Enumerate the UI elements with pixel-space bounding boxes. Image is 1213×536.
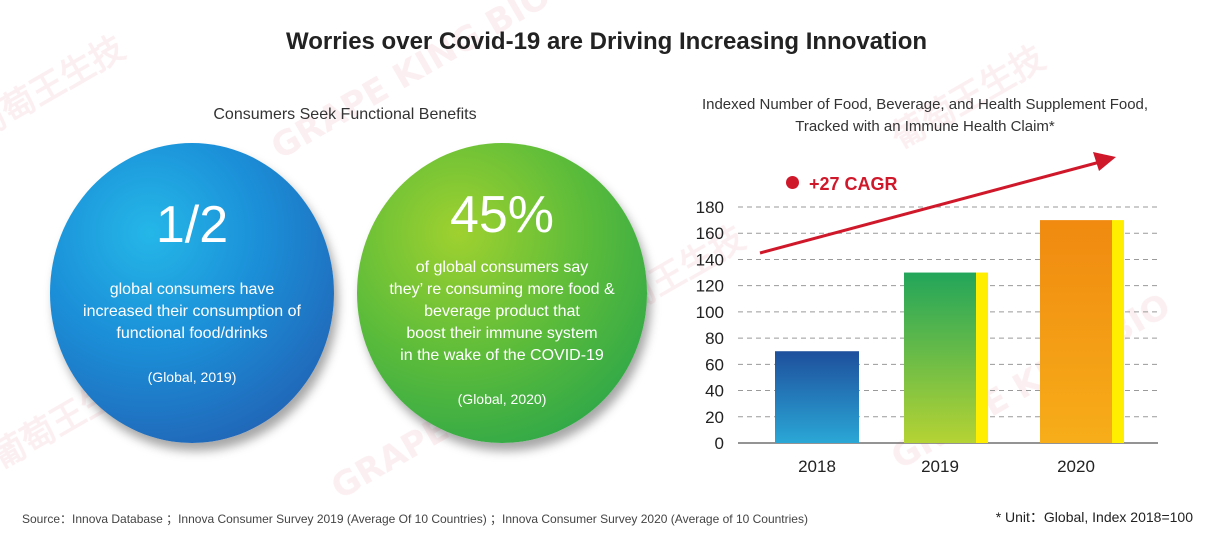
bar-highlight-2019 (976, 272, 988, 443)
bar-2019 (904, 272, 976, 443)
red-dot-icon (786, 176, 799, 189)
cagr-label: +27 CAGR (809, 174, 898, 194)
chart-title-line: Indexed Number of Food, Beverage, and He… (701, 96, 1149, 113)
stat-line: global consumers have (109, 281, 275, 298)
y-tick-label: 20 (705, 408, 724, 427)
y-tick-label: 140 (696, 250, 724, 269)
y-tick-label: 180 (696, 198, 724, 217)
y-tick-label: 0 (715, 434, 724, 453)
unit-note: * Unit：Global, Index 2018=100 (995, 509, 1193, 525)
y-tick-label: 80 (705, 329, 724, 348)
stat-line: they’ re consuming more food & (389, 281, 615, 298)
stat-circle-consumption: 1/2 global consumers have increased thei… (50, 143, 334, 443)
bar-2018 (775, 351, 859, 443)
stat-description: of global consumers say they’ re consumi… (357, 257, 647, 367)
left-panel-title: Consumers Seek Functional Benefits (213, 106, 477, 123)
source-note: Source：Innova Database ；Innova Consumer … (22, 512, 808, 526)
x-tick-label: 2020 (1057, 457, 1095, 476)
stat-line: of global consumers say (415, 259, 589, 276)
stat-line: beverage product that (424, 303, 580, 320)
y-tick-label: 160 (696, 224, 724, 243)
stat-description: global consumers have increased their co… (50, 279, 334, 345)
cagr-annotation: +27 CAGR (786, 174, 898, 195)
stat-circle-immune: 45% of global consumers say they’ re con… (357, 143, 647, 443)
stat-line: in the wake of the COVID-19 (400, 347, 604, 364)
y-tick-label: 40 (705, 382, 724, 401)
stat-line: boost their immune system (406, 325, 598, 342)
page-title: Worries over Covid-19 are Driving Increa… (285, 28, 928, 55)
chart-title: Indexed Number of Food, Beverage, and He… (640, 94, 1210, 138)
arrow-head-icon (1093, 152, 1116, 171)
y-tick-label: 60 (705, 355, 724, 374)
bar-2020 (1040, 220, 1112, 443)
stat-value: 1/2 (155, 196, 229, 254)
stat-line: functional food/drinks (116, 325, 268, 342)
stat-value: 45% (449, 186, 555, 244)
y-tick-label: 120 (696, 277, 724, 296)
stat-line: increased their consumption of (83, 303, 301, 320)
bar-highlight-2020 (1112, 220, 1124, 443)
stat-note: (Global, 2019) (147, 369, 237, 385)
trend-arrow-line (759, 160, 1101, 255)
x-tick-label: 2019 (921, 457, 959, 476)
stat-note: (Global, 2020) (457, 391, 547, 407)
chart-title-line: Tracked with an Immune Health Claim* (795, 118, 1055, 135)
x-tick-label: 2018 (798, 457, 836, 476)
y-tick-label: 100 (696, 303, 724, 322)
